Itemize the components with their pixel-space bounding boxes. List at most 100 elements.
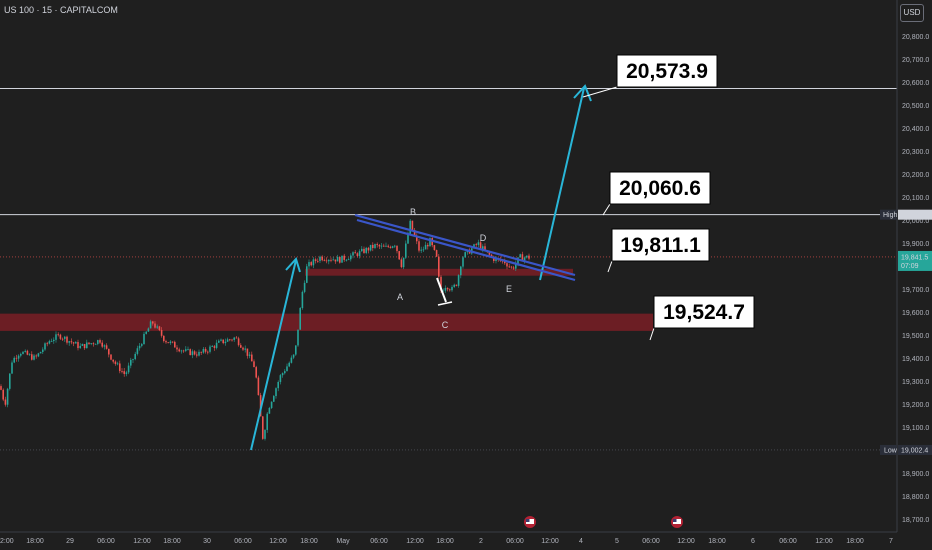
candle-body [193,351,196,355]
candle-body [251,354,253,362]
candle-body [515,263,517,269]
candle-body [233,337,235,340]
candle-body [94,343,97,345]
candle-body [127,365,130,373]
candle-body [317,260,319,262]
candle-body [141,344,143,346]
candle-body [339,256,341,263]
low-price-badge [898,444,932,455]
point-label-e: E [506,284,512,294]
candle-body [255,367,257,378]
candle-body [416,235,418,242]
candle-body [33,355,35,360]
candle-body [112,359,114,362]
candle-body [440,276,442,291]
y-tick-label: 19,700.0 [902,287,929,294]
candle-body [504,260,506,264]
x-tick-label: 12:00 [406,538,424,545]
candle-body [9,373,11,389]
candle-body [13,357,15,363]
candle-body [303,282,306,292]
candle-body [455,284,458,286]
event-flag-icon-0 [524,516,536,528]
candle-body [2,389,4,400]
candle-body [295,345,297,355]
candle-body [391,246,394,248]
x-tick-label: 18:00 [708,538,726,545]
high-price-label: 20,025.3 [901,212,928,219]
candle-body [42,349,44,352]
candle-body [138,345,141,349]
candle-body [189,349,191,356]
x-tick-label: 12:00 [133,538,151,545]
candle-body [55,334,57,340]
candle-body [88,342,90,344]
y-tick-label: 20,000.0 [902,218,929,225]
candle-body [301,291,304,309]
candle-body [262,416,264,439]
candle-body [354,252,356,254]
candle-body [495,258,497,261]
candle-body [200,351,202,353]
candle-body [198,351,200,356]
candle-body [119,363,121,372]
candle-body [110,354,112,360]
candle-body [389,246,392,248]
candle-body [281,373,284,376]
candle-body [237,338,240,346]
candle-body [422,249,425,251]
currency-badge[interactable]: USD [900,4,924,22]
candle-body [187,349,189,350]
x-tick-label: 5 [615,538,619,545]
candle-body [57,334,59,336]
candle-body [277,381,279,389]
candle-body [20,353,22,356]
x-tick-label: 4 [579,538,583,545]
callout-value: 19,811.1 [620,234,701,257]
low-price-label: 19,002.4 [901,447,928,454]
candle-body [332,259,334,261]
candle-body [125,372,128,374]
x-tick-label: 12:00 [269,538,287,545]
x-tick-label: 18:00 [163,538,181,545]
candle-body [328,259,330,262]
candle-body [356,253,359,256]
candle-body [402,257,405,268]
x-tick-label: 18:00 [26,538,44,545]
c-wedge-line-1 [436,277,447,303]
candle-body [268,407,271,414]
candle-body [143,333,145,345]
candle-body [464,252,466,258]
candle-body [424,244,427,250]
candle-body [429,238,431,247]
x-tick-label: 18:00 [846,538,864,545]
candle-body [0,386,2,390]
time-axis-background [0,532,932,550]
candle-body [290,357,293,363]
candle-body [24,350,26,352]
candle-body [363,248,365,253]
candle-body [83,344,86,349]
candle-body [97,340,99,344]
candle-body [6,388,9,405]
candle-body [446,287,449,290]
candle-body [528,255,530,259]
x-tick-label: 7 [889,538,893,545]
candle-body [77,342,79,349]
candle-body [215,342,218,348]
candle-body [369,244,372,251]
x-tick-label: 2 [479,538,483,545]
candle-body [473,244,475,249]
candle-body [323,260,326,261]
candle-body [11,362,13,374]
candle-body [407,233,409,244]
candle-body [418,241,420,251]
y-tick-label: 20,700.0 [902,57,929,64]
candle-body [297,329,299,346]
candle-body [53,339,55,342]
candle-body [105,345,108,349]
candle-body [158,326,161,331]
candle-body [438,256,440,277]
